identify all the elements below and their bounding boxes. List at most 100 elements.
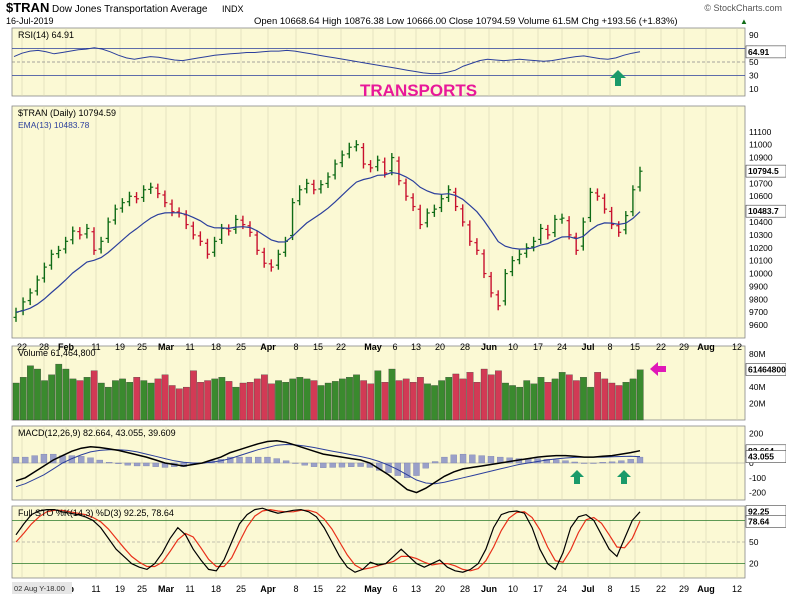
volume-bar [190,370,197,421]
price-tick-label: 10400 [749,217,773,227]
x-tick-label: 19 [115,584,125,594]
x-tick-label: 8 [293,342,298,352]
price-tick-label: 10300 [749,230,773,240]
bottom-note-bg [12,582,72,594]
volume-bar [97,382,105,421]
volume-bar [388,368,396,421]
macd-histogram-bar [599,462,606,464]
price-last-value: 10794.5 [745,164,786,178]
volume-bar [225,381,233,421]
volume-bar [636,369,644,421]
exchange-label: INDX [222,4,244,14]
macd-histogram-bar [245,456,252,464]
macd-histogram-bar [404,462,411,478]
volume-bar [459,378,467,421]
x-tick-label: 19 [115,342,125,352]
macd-signal-last-value-text: 43.055 [748,452,774,462]
macd-histogram-bar [40,453,48,464]
macd-tick-label: 0 [749,458,754,468]
volume-bar [594,372,602,421]
volume-bar [175,388,183,421]
volume-bar [232,386,240,421]
volume-bar [27,365,34,421]
volume-bar [431,385,438,421]
rsi-up-arrow-icon [610,70,626,86]
macd-histogram-bar [96,459,103,464]
price-tick-label: 10100 [749,256,773,266]
volume-bar [211,378,219,421]
macd-histogram-bar [413,462,420,476]
volume-bar [275,380,282,421]
volume-bar [395,380,403,421]
x-tick-label: 13 [411,584,421,594]
volume-bar [140,380,148,421]
x-tick-label: 15 [630,342,640,352]
ema-label: EMA(13) 10483.78 [18,120,90,130]
bottom-note: 02 Aug Y-18.00 [14,584,65,593]
x-tick-label: 11 [185,342,194,352]
volume-bar [253,378,261,421]
sto-k-line [15,507,641,573]
volume-bar [83,377,91,421]
volume-bar [608,382,616,421]
macd-histogram-bar [310,462,318,467]
x-tick-label: 28 [460,584,470,594]
macd-histogram-bar [450,454,457,464]
volume-tick-label: 20M [749,399,766,409]
volume-tick-label: 80M [749,349,766,359]
ema-last-value: 10483.7 [745,204,786,218]
volume-bar [587,386,594,421]
volume-bar [55,363,63,421]
rsi-tick-label: 90 [749,30,759,40]
x-tick-label: 22 [336,584,346,594]
volume-title: Volume 61,464,800 [18,348,96,358]
volume-bar [133,377,141,421]
x-tick-label: May [364,584,382,594]
volume-bar [204,380,212,421]
x-tick-label: 13 [411,342,421,352]
volume-bar [183,386,190,421]
volume-bar [119,378,126,421]
volume-bar [105,386,112,421]
sto-d-last-value: 78.64 [745,515,786,528]
volume-bar [523,380,531,421]
volume-bar [480,368,488,421]
macd-histogram-bar [329,462,336,468]
volume-bar [303,378,311,421]
volume-bar [473,382,481,421]
sto-d-line [15,508,641,572]
x-tick-label: 12 [732,342,742,352]
x-tick-label: 6 [392,342,397,352]
sto-tick-label: 20 [749,559,759,569]
macd-histogram-bar [348,462,355,467]
panel-1 [11,105,746,339]
macd-line [15,440,641,494]
volume-bar [495,370,502,421]
x-tick-label: 15 [313,584,323,594]
x-tick-label: 20 [435,584,445,594]
macd-histogram-bar [124,462,131,466]
macd-histogram-bar [320,462,327,468]
macd-histogram-bar [338,462,346,468]
x-tick-label: 15 [313,342,323,352]
macd-histogram-bar [431,461,439,464]
volume-bar [445,377,453,421]
macd-histogram-bar [571,461,578,464]
volume-bar [62,368,70,421]
macd-histogram-bar [636,456,644,464]
macd-histogram-bar [273,458,280,464]
volume-bar [452,373,460,421]
macd-histogram-bar [292,462,299,464]
volume-bar [310,380,318,421]
price-tick-label: 10000 [749,269,773,279]
macd-histogram-bar [68,455,76,464]
volume-bar [331,381,339,421]
volume-bar [268,383,275,421]
volume-bar [622,382,630,421]
macd-histogram-bar [254,456,262,464]
x-tick-label: 17 [533,342,543,352]
macd-histogram-bar [87,457,94,464]
price-tick-label: 10900 [749,153,773,163]
volume-bar [558,372,566,421]
price-tick-label: 9900 [749,281,768,291]
